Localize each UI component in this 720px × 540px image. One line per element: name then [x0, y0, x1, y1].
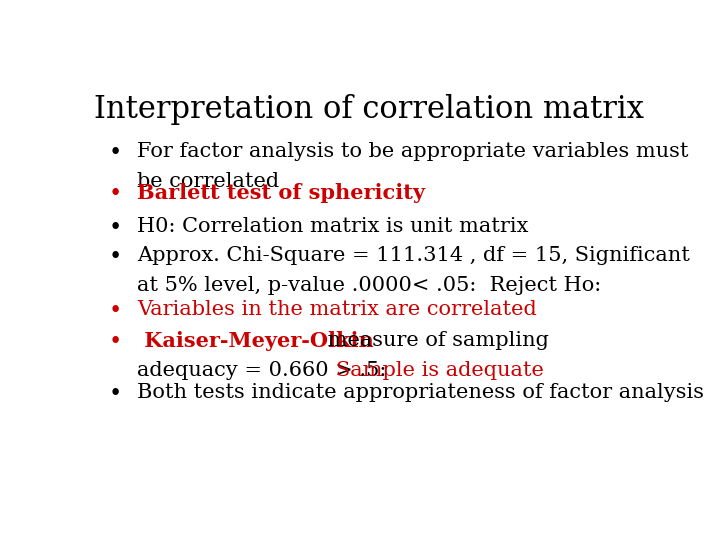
Text: at 5% level, p-value .0000< .05:  Reject Ho:: at 5% level, p-value .0000< .05: Reject … — [138, 275, 602, 295]
Text: Variables in the matrix are correlated: Variables in the matrix are correlated — [138, 300, 537, 319]
Text: •: • — [109, 217, 122, 239]
Text: •: • — [109, 331, 122, 353]
Text: H0: Correlation matrix is unit matrix: H0: Correlation matrix is unit matrix — [138, 217, 528, 235]
Text: •: • — [109, 141, 122, 164]
Text: Kaiser-Meyer-Olkin: Kaiser-Meyer-Olkin — [138, 331, 374, 351]
Text: Both tests indicate appropriateness of factor analysis: Both tests indicate appropriateness of f… — [138, 383, 704, 402]
Text: Approx. Chi-Square = 111.314 , df = 15, Significant: Approx. Chi-Square = 111.314 , df = 15, … — [138, 246, 690, 265]
Text: Sample is adequate: Sample is adequate — [336, 361, 544, 380]
Text: •: • — [109, 183, 122, 205]
Text: •: • — [109, 246, 122, 268]
Text: Interpretation of correlation matrix: Interpretation of correlation matrix — [94, 94, 644, 125]
Text: be correlated: be correlated — [138, 172, 279, 191]
Text: adequacy = 0.660 > .5:: adequacy = 0.660 > .5: — [138, 361, 393, 380]
Text: Barlett test of sphericity: Barlett test of sphericity — [138, 183, 426, 203]
Text: •: • — [109, 383, 122, 405]
Text: For factor analysis to be appropriate variables must: For factor analysis to be appropriate va… — [138, 141, 689, 161]
Text: measure of sampling: measure of sampling — [321, 331, 549, 350]
Text: •: • — [109, 300, 122, 322]
